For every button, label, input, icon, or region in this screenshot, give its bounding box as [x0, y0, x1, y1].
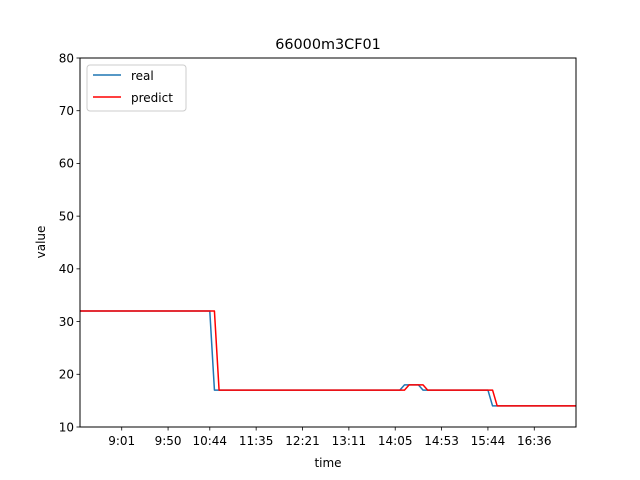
y-axis: 10 20 30 40 50 60 70 80: [59, 51, 80, 434]
legend-box: [86, 64, 187, 112]
series-line-predict: [80, 310, 576, 407]
legend-label-predict: predict: [131, 91, 173, 105]
y-tick-label: 70: [59, 104, 74, 118]
x-tick-label: 15:44: [471, 434, 506, 448]
x-axis-label: time: [314, 456, 341, 470]
x-tick-label: 9:50: [155, 434, 182, 448]
y-tick-label: 40: [59, 262, 74, 276]
legend: real predict: [86, 64, 187, 112]
y-tick-label: 80: [59, 51, 74, 65]
series-layer: [80, 310, 576, 407]
y-tick-label: 60: [59, 157, 74, 171]
y-axis-label: value: [34, 226, 48, 259]
x-tick-label: 14:05: [378, 434, 413, 448]
y-tick-label: 30: [59, 315, 74, 329]
x-tick-label: 13:11: [332, 434, 367, 448]
x-tick-label: 14:53: [424, 434, 459, 448]
chart-title: 66000m3CF01: [275, 37, 381, 53]
y-tick-label: 10: [59, 420, 74, 434]
x-tick-label: 12:21: [285, 434, 320, 448]
plot-frame: [79, 57, 577, 428]
x-axis: 9:01 9:50 10:44 11:35 12:21 13:11 14:05 14:53 15…: [108, 427, 552, 448]
x-tick-label: 16:36: [517, 434, 552, 448]
x-tick-label: 10:44: [192, 434, 227, 448]
x-tick-label: 9:01: [108, 434, 135, 448]
plot-area: [80, 58, 576, 427]
y-tick-label: 50: [59, 209, 74, 223]
y-tick-label: 20: [59, 368, 74, 382]
x-tick-label: 11:35: [239, 434, 274, 448]
legend-label-real: real: [131, 69, 154, 83]
